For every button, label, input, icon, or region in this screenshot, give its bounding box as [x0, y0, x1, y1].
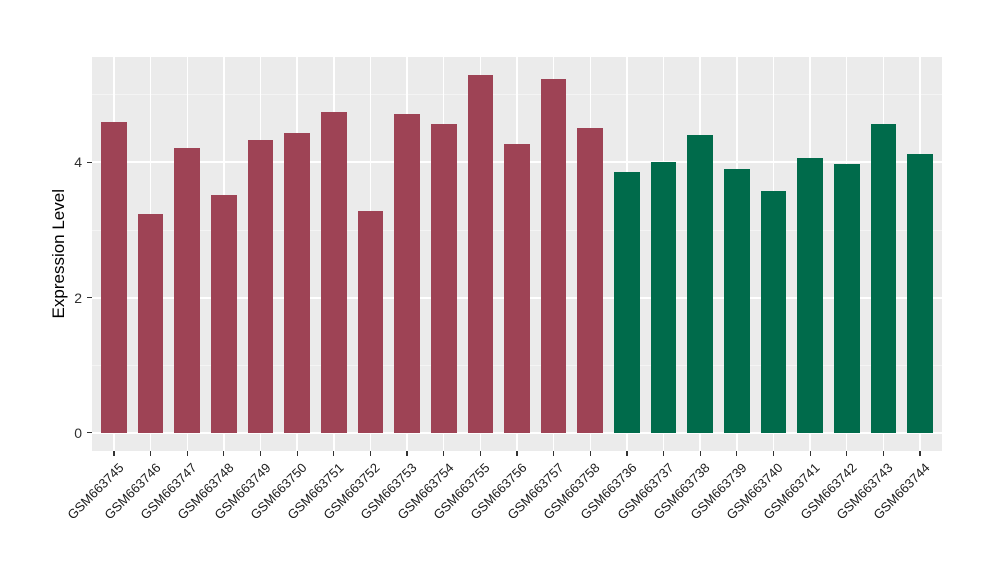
x-axis-tick	[662, 451, 665, 456]
x-axis-tick	[882, 451, 884, 456]
x-axis-tick	[479, 451, 481, 456]
x-axis-tick	[553, 451, 555, 456]
x-axis-tick	[772, 451, 775, 456]
bar-GSM663742	[833, 164, 860, 433]
x-axis-tick	[846, 451, 848, 456]
bar-GSM663755	[467, 74, 494, 433]
bar-GSM663752	[357, 211, 384, 433]
x-axis-tick	[113, 451, 115, 456]
y-axis-tick-label: 4	[74, 154, 82, 171]
x-axis-tick	[589, 451, 591, 456]
bar-GSM663753	[394, 113, 420, 433]
bar-GSM663751	[320, 112, 347, 433]
bar-GSM663741	[797, 158, 823, 433]
x-axis-tick	[333, 451, 335, 456]
bar-GSM663737	[650, 162, 677, 433]
x-axis-tick	[919, 451, 921, 456]
bar-GSM663746	[137, 213, 164, 433]
y-axis-tick	[87, 432, 92, 434]
x-axis-tick	[699, 451, 701, 456]
bar-GSM663738	[687, 134, 713, 433]
bar-GSM663743	[870, 123, 897, 433]
bar-GSM663750	[284, 132, 310, 433]
x-axis-tick	[296, 451, 298, 456]
x-axis-tick	[150, 451, 152, 456]
bar-GSM663745	[101, 121, 127, 433]
x-axis-tick	[223, 451, 225, 456]
bar-GSM663758	[577, 127, 604, 433]
bar-GSM663740	[760, 191, 787, 433]
x-axis-tick	[443, 451, 445, 456]
bar-GSM663756	[504, 144, 530, 433]
y-axis-title: Expression Level	[44, 57, 74, 451]
x-axis-tick	[626, 451, 628, 456]
y-axis-tick-label: 2	[74, 289, 82, 306]
bar-GSM663747	[174, 148, 201, 433]
x-axis-tick	[406, 451, 408, 456]
x-axis-tick	[369, 451, 372, 456]
bar-GSM663744	[907, 154, 933, 433]
plot-panel	[92, 57, 942, 451]
x-axis-tick	[809, 451, 811, 456]
x-axis-tick	[259, 451, 262, 456]
bar-GSM663749	[247, 140, 274, 433]
bar-GSM663748	[211, 194, 237, 433]
y-axis-tick-label: 0	[74, 424, 82, 441]
x-axis-tick	[736, 451, 738, 456]
bar-GSM663754	[430, 123, 457, 433]
bar-GSM663757	[540, 79, 567, 433]
bar-GSM663736	[614, 171, 640, 433]
bar-GSM663739	[724, 169, 750, 433]
y-axis-tick	[87, 296, 92, 299]
y-axis-tick	[87, 161, 92, 163]
x-axis-tick	[516, 451, 518, 456]
x-axis-tick	[186, 451, 188, 456]
